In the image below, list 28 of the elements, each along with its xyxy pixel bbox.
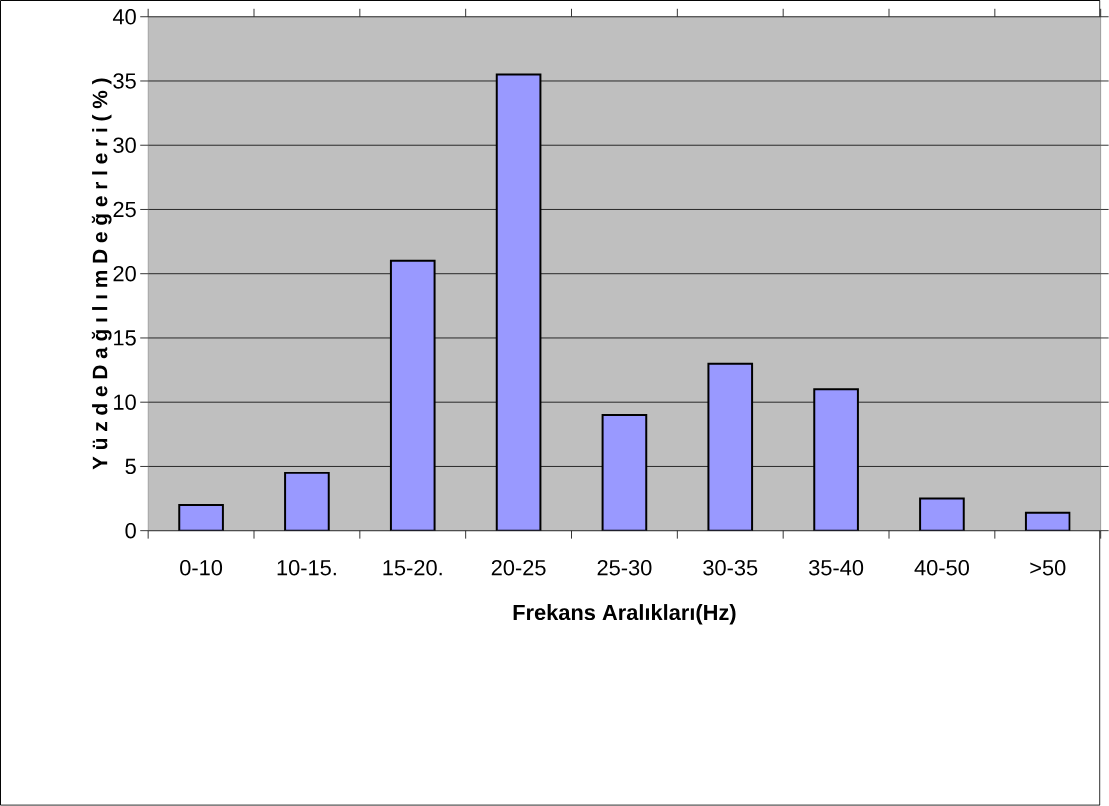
y-tick-label: 10	[114, 394, 136, 411]
bar	[495, 73, 542, 531]
y-tick-label: 20	[113, 266, 136, 282]
y-tick-label: 0	[125, 523, 136, 539]
bar	[919, 497, 965, 531]
y-tick-label: 5	[125, 459, 136, 475]
y-tick-label: 25	[113, 201, 136, 218]
x-axis-title: Frekans Aralıkları(Hz)	[513, 604, 736, 625]
y-tick-label: 30	[113, 137, 136, 154]
x-tick-label: >50	[1030, 560, 1066, 576]
y-tick-label: 40	[112, 9, 136, 25]
x-tick-label: 10-15.	[277, 560, 336, 576]
x-tick-label: 25-30	[597, 560, 652, 576]
x-tick-label: 40-50	[914, 560, 969, 576]
x-tick-label: 35-40	[809, 560, 864, 576]
y-axis-title: Y ü z d e D a ğ ı l ı m D e ğ e r l e r i ( % )	[91, 78, 112, 470]
bar	[813, 388, 859, 531]
bar	[178, 504, 224, 531]
y-tick-label: 15	[114, 330, 136, 346]
x-tick-label: 0-10	[180, 560, 223, 576]
bar	[284, 472, 330, 531]
y-tick-label: 35	[113, 73, 136, 89]
bar	[389, 260, 436, 531]
x-tick-label: 15-20.	[383, 560, 442, 576]
bar	[707, 362, 754, 531]
x-tick-label: 30-35	[703, 560, 758, 576]
bar	[601, 414, 648, 531]
x-tick-label: 20-25	[491, 560, 546, 576]
